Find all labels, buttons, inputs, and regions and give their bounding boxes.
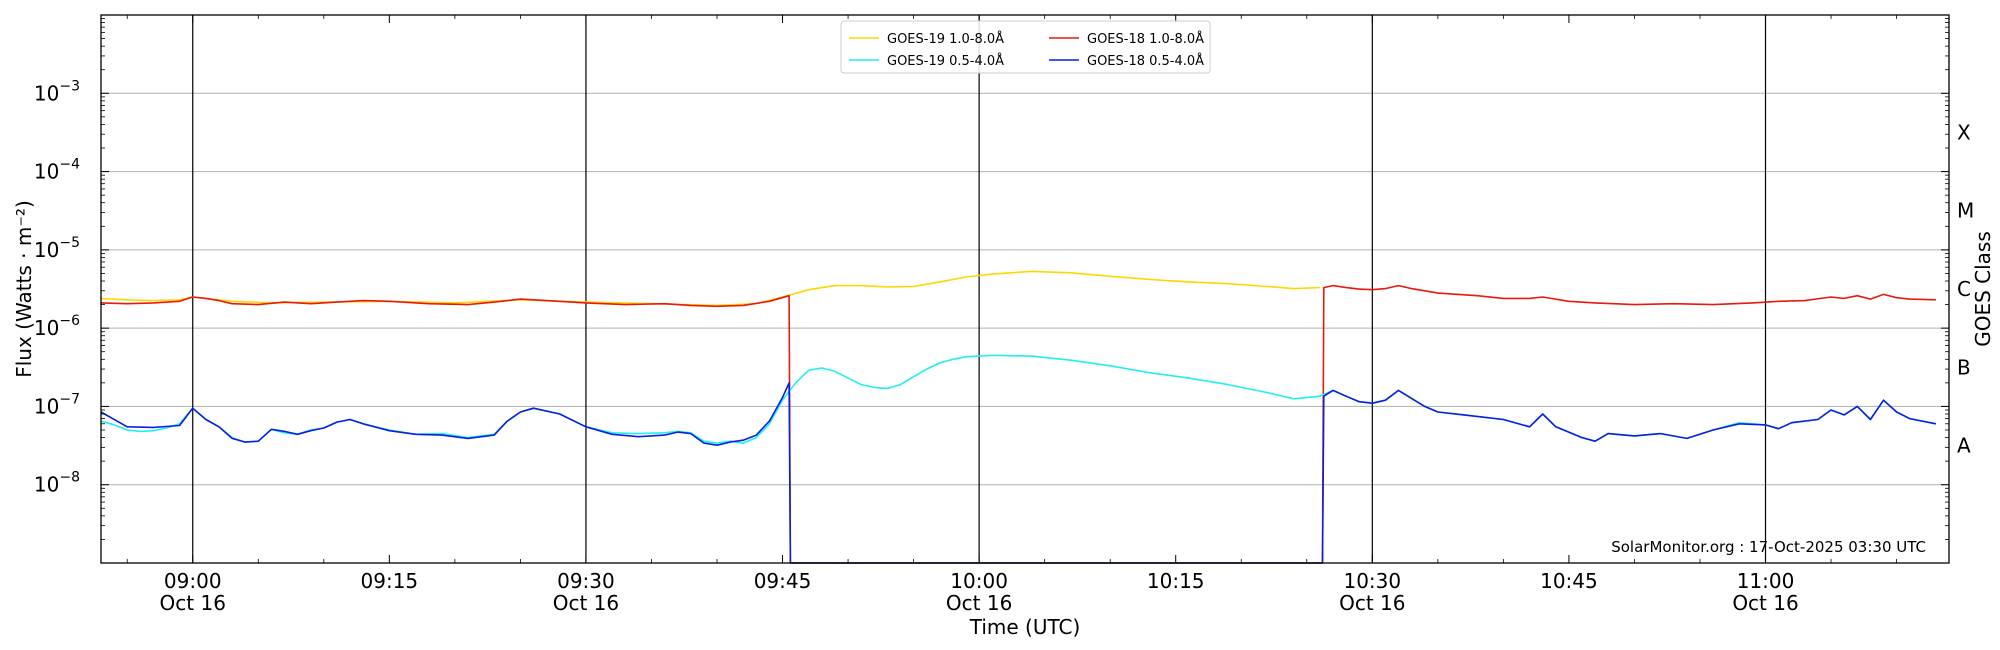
x-tick-label: 10:45 [1540,569,1598,593]
legend-label: GOES-18 1.0-8.0Å [1087,31,1204,47]
x-tick-date-label: Oct 16 [1732,591,1798,615]
horizontal-gridlines [101,92,1949,486]
goes-class-label: B [1957,355,1971,379]
x-tick-date-label: Oct 16 [160,591,226,615]
y-tick-label: 10−3 [34,78,80,105]
y-axis-right-title: GOES Class [1971,231,1995,347]
x-tick-label: 11:00 [1737,569,1795,593]
goes-class-label: M [1957,199,1974,223]
x-tick-label: 10:15 [1147,569,1205,593]
y-tick-label: 10−4 [34,157,80,184]
legend-label: GOES-19 1.0-8.0Å [887,31,1004,47]
x-tick-label: 09:15 [361,569,419,593]
series-line [100,382,1937,564]
y-tick-label: 10−5 [34,235,80,262]
x-axis-title: Time (UTC) [969,615,1081,639]
series-line [100,270,1320,307]
flux-series [100,270,1937,564]
x-tick-date-label: Oct 16 [553,591,619,615]
y-axis-ticks: 10−8 10−7 10−6 10−5 10−4 10−3 [34,18,1949,540]
x-tick-label: 09:45 [754,569,812,593]
legend-label: GOES-19 0.5-4.0Å [887,53,1004,69]
goes-class-label: X [1957,120,1971,144]
goes-class-label: C [1957,277,1971,301]
legend: GOES-19 1.0-8.0Å GOES-19 0.5-4.0Å GOES-18 … [840,20,1211,74]
legend-label: GOES-18 0.5-4.0Å [1087,53,1204,69]
credit-text: SolarMonitor.org : 17-Oct-2025 03:30 UTC [1611,538,1926,556]
x-tick-date-label: Oct 16 [1339,591,1405,615]
y-tick-label: 10−8 [34,470,80,497]
x-tick-label: 10:00 [950,569,1008,593]
y-axis-title: Flux (Watts · m⁻²) [12,200,36,378]
x-tick-label: 09:30 [557,569,615,593]
plot-frame [100,14,1950,564]
legend-box [840,20,1211,74]
y-tick-label: 10−7 [34,391,80,418]
x-tick-date-label: Oct 16 [946,591,1012,615]
x-tick-label: 10:30 [1343,569,1401,593]
goes-class-label: A [1957,434,1971,458]
y-tick-label: 10−6 [34,313,80,340]
x-tick-label: 09:00 [164,569,222,593]
legend-entries: GOES-19 1.0-8.0Å GOES-19 0.5-4.0Å GOES-18 … [849,31,1204,69]
goes-class-labels: A B C M X [1957,120,1974,457]
